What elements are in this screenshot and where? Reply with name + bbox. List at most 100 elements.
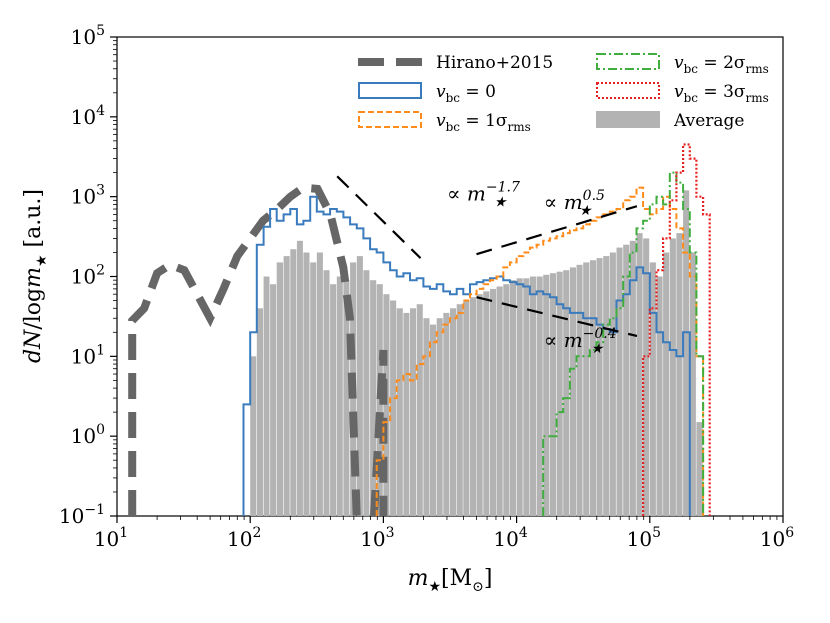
average-bar <box>669 238 676 516</box>
average-bar <box>456 304 463 516</box>
legend-swatch <box>596 53 660 70</box>
average-bar <box>330 284 337 516</box>
power-law-label: ∝ m−1.7 ★ <box>447 179 520 210</box>
x-axis-label: m★[M⊙] <box>408 566 493 595</box>
average-bar <box>443 312 450 516</box>
average-bar <box>436 318 443 516</box>
legend: Hirano+2015 vbc = 0 vbc = 1σrms vbc = 2σrms… <box>358 53 769 134</box>
average-bar <box>649 262 656 516</box>
average-bar <box>430 324 437 516</box>
series-lines <box>128 143 711 517</box>
average-bar <box>656 276 663 516</box>
average-bar <box>283 256 290 516</box>
average-bar <box>310 262 317 516</box>
y-tick-label: 100 <box>71 422 105 448</box>
power-law-guide <box>476 296 638 338</box>
y-tick-label: 103 <box>71 183 105 209</box>
average-bar <box>689 252 696 516</box>
x-tick-label: 103 <box>360 525 394 551</box>
average-bar <box>503 284 510 516</box>
average-bar <box>563 270 570 516</box>
average-bar <box>676 233 683 516</box>
average-bar <box>256 308 263 516</box>
axis-ticks: 101 102 103 104 105 106 10−1 100 101 102 103 104 105 <box>59 23 794 551</box>
average-bar <box>596 258 603 516</box>
x-tick-label: 101 <box>94 525 128 551</box>
average-bar <box>296 240 303 517</box>
annotations: ∝ m−1.7 ★ ∝ m0.5 ★ ∝ m−0.4 ★ <box>447 179 617 357</box>
average-bar <box>470 297 477 516</box>
power-law-guide <box>476 205 638 256</box>
average-bar <box>303 252 310 516</box>
y-tick-label: 105 <box>71 23 105 49</box>
y-tick-label: 102 <box>71 263 105 289</box>
average-bars <box>250 190 703 517</box>
average-bar <box>629 240 636 517</box>
y-tick-label: 104 <box>71 103 105 129</box>
legend-swatch <box>596 111 660 128</box>
x-tick-label: 102 <box>227 525 261 551</box>
series-line <box>642 143 711 516</box>
average-bar <box>383 294 390 516</box>
average-bar <box>450 308 457 516</box>
legend-label: vbc = 1σrms <box>436 111 531 134</box>
average-bar <box>370 280 377 516</box>
average-bar <box>336 276 343 516</box>
average-bar <box>583 262 590 516</box>
average-bar <box>490 288 497 516</box>
average-bar <box>496 286 503 516</box>
average-bar <box>516 278 523 516</box>
average-bar <box>250 356 257 516</box>
average-bar <box>463 300 470 516</box>
y-tick-label: 101 <box>71 342 105 368</box>
average-bar <box>663 252 670 516</box>
average-bar <box>589 260 596 516</box>
average-bar <box>529 276 536 516</box>
legend-label: Average <box>673 111 744 131</box>
average-bar <box>416 304 423 516</box>
y-axis-label: dN/logm★ [a.u.] <box>21 189 50 363</box>
average-bar <box>696 422 703 516</box>
average-bar <box>343 280 350 516</box>
average-bar <box>263 276 270 516</box>
power-law-guide <box>336 175 422 259</box>
legend-swatch <box>358 82 422 99</box>
average-bar <box>276 262 283 516</box>
average-bar <box>556 271 563 516</box>
average-bar <box>536 276 543 516</box>
average-bar <box>316 252 323 516</box>
average-bar <box>609 252 616 516</box>
x-tick-label: 106 <box>760 525 794 551</box>
power-law-label: ∝ m0.5 ★ <box>544 188 605 219</box>
x-tick-label: 105 <box>627 525 661 551</box>
average-bar <box>603 256 610 516</box>
legend-label: vbc = 0 <box>436 82 496 105</box>
average-bar <box>483 291 490 516</box>
average-bar <box>356 256 363 516</box>
y-tick-label: 10−1 <box>59 502 105 528</box>
average-bar <box>576 264 583 516</box>
power-law-guides <box>336 175 638 338</box>
average-bar <box>390 300 397 516</box>
average-bar <box>509 280 516 516</box>
average-bar <box>623 244 630 516</box>
average-bar <box>403 312 410 516</box>
average-bar <box>636 233 643 516</box>
legend-label: vbc = 3σrms <box>674 82 769 105</box>
average-bar <box>270 284 277 516</box>
average-bar <box>476 294 483 516</box>
series-line <box>242 195 691 516</box>
legend-label: Hirano+2015 <box>436 53 553 73</box>
average-bar <box>396 308 403 516</box>
power-law-label: ∝ m−0.4 ★ <box>544 326 617 357</box>
average-bar <box>410 308 416 516</box>
legend-label: vbc = 2σrms <box>674 53 769 76</box>
average-bar <box>323 270 330 516</box>
average-bar <box>363 270 370 516</box>
average-bar <box>683 190 690 517</box>
average-bar <box>423 318 430 516</box>
x-tick-label: 104 <box>493 525 527 551</box>
average-bar <box>643 238 650 516</box>
average-bar <box>543 274 550 516</box>
